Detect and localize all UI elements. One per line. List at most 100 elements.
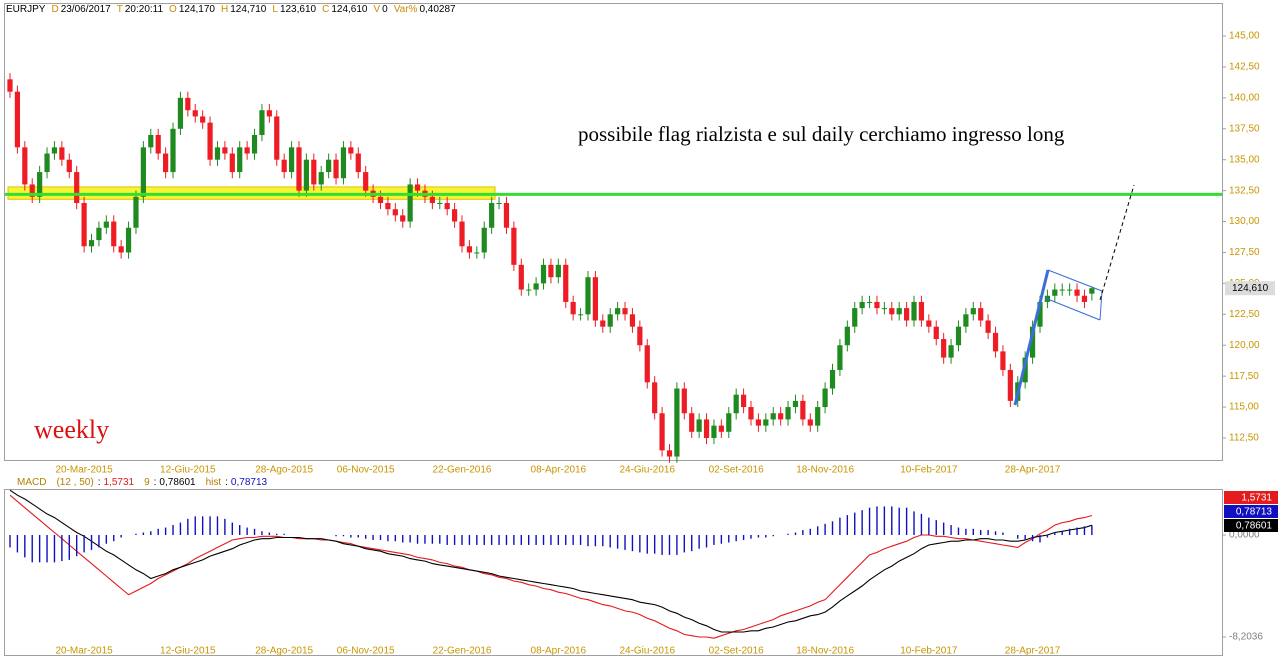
legend-separator: :	[154, 477, 157, 488]
candle-body	[570, 301, 576, 315]
candle-body	[1059, 289, 1065, 291]
candle-body	[503, 202, 510, 228]
candle-body	[637, 326, 643, 346]
candle-body	[125, 227, 132, 253]
legend-value: 1,5731	[103, 477, 134, 488]
candle-body	[1074, 289, 1080, 296]
candle-body	[111, 221, 117, 247]
candle-body	[363, 172, 369, 191]
flag-upper	[1047, 269, 1103, 292]
header-value: 124,170	[179, 4, 216, 15]
y-tick-label: -8,2036	[1229, 632, 1263, 643]
candle-body	[904, 308, 910, 321]
legend-name: (12 , 50)	[56, 477, 93, 488]
candle-body	[37, 172, 43, 197]
y-tick-label: 132,50	[1229, 185, 1260, 196]
candle-body	[659, 413, 665, 451]
candle-body	[666, 450, 673, 457]
candle-body	[718, 425, 724, 432]
candle-body	[785, 407, 791, 420]
candle-body	[103, 221, 109, 228]
value-box-label: 0,78713	[1236, 507, 1273, 518]
candle-body	[526, 289, 532, 291]
candle-body	[681, 388, 687, 414]
candle-body	[118, 246, 124, 253]
legend-separator: :	[225, 477, 228, 488]
candle-body	[444, 202, 450, 210]
value-box	[1224, 491, 1278, 504]
candle-body	[733, 394, 739, 414]
candle-body	[778, 413, 784, 420]
candle-body	[96, 227, 102, 241]
header-key: C	[322, 4, 329, 15]
candle-body	[896, 308, 902, 315]
candle-body	[518, 264, 524, 290]
candle-body	[615, 308, 621, 315]
candle-body	[629, 314, 636, 327]
candle-body	[133, 196, 139, 228]
candle-body	[318, 172, 324, 185]
candle-body	[711, 425, 717, 438]
candle-body	[1022, 357, 1028, 383]
x-tick-label: 22-Gen-2016	[433, 646, 492, 657]
candle-body	[385, 202, 391, 210]
candle-body	[66, 159, 72, 173]
candle-body	[689, 413, 695, 432]
candle-body	[985, 320, 991, 333]
candle-body	[837, 345, 843, 370]
candle-body	[696, 419, 702, 432]
y-tick-label: 137,50	[1229, 123, 1260, 134]
candle-body	[644, 345, 650, 383]
legend-title: MACD	[17, 477, 46, 488]
legend-name: 9	[144, 477, 150, 488]
candle-body	[859, 301, 865, 309]
candle-body	[852, 308, 858, 327]
candle-body	[918, 301, 925, 321]
candle-body	[177, 97, 184, 129]
projection-line	[1099, 184, 1135, 301]
y-tick-label: 145,00	[1229, 31, 1260, 42]
candle-body	[748, 407, 754, 420]
value-box	[1224, 505, 1278, 518]
candle-body	[577, 314, 584, 316]
candle-body	[148, 134, 154, 148]
candle-body	[755, 419, 762, 426]
candle-body	[548, 264, 554, 278]
candle-body	[555, 264, 561, 278]
candle-body	[51, 147, 58, 154]
header-value: 20:20:11	[125, 4, 164, 15]
candle-body	[266, 110, 272, 117]
y-tick-label: 117,50	[1229, 371, 1259, 382]
value-box-label: 0,78601	[1236, 521, 1273, 532]
flag-side	[1099, 290, 1103, 321]
candle-body	[622, 308, 628, 315]
x-tick-label: 18-Nov-2016	[796, 465, 854, 476]
x-tick-label: 10-Feb-2017	[900, 646, 958, 657]
header-key: Var%	[394, 4, 418, 15]
legend-value: 0,78601	[159, 477, 196, 488]
candle-body	[229, 153, 235, 173]
candle-body	[815, 407, 821, 426]
y-tick-label: 135,00	[1229, 154, 1260, 165]
candle-body	[333, 159, 339, 179]
candle-body	[1000, 351, 1006, 370]
candle-body	[407, 184, 413, 222]
macd-line	[9, 489, 1093, 633]
candle-body	[326, 159, 332, 173]
header-key: H	[221, 4, 228, 15]
candle-body	[489, 202, 495, 228]
candle-body	[340, 147, 347, 179]
header-value: 124,610	[331, 4, 368, 15]
candle-body	[74, 172, 80, 203]
candle-body	[874, 301, 880, 309]
candle-body	[259, 110, 265, 135]
candle-body	[1007, 369, 1013, 401]
annotation: possibile flag rialzista e sul daily cer…	[578, 122, 1065, 146]
candle-body	[1029, 326, 1036, 358]
candle-body	[437, 202, 443, 204]
header-value: 0,40287	[419, 4, 456, 15]
price-pane	[4, 3, 1223, 461]
header-value: 0	[382, 4, 388, 15]
candle-body	[844, 326, 850, 346]
candle-body	[452, 209, 458, 222]
